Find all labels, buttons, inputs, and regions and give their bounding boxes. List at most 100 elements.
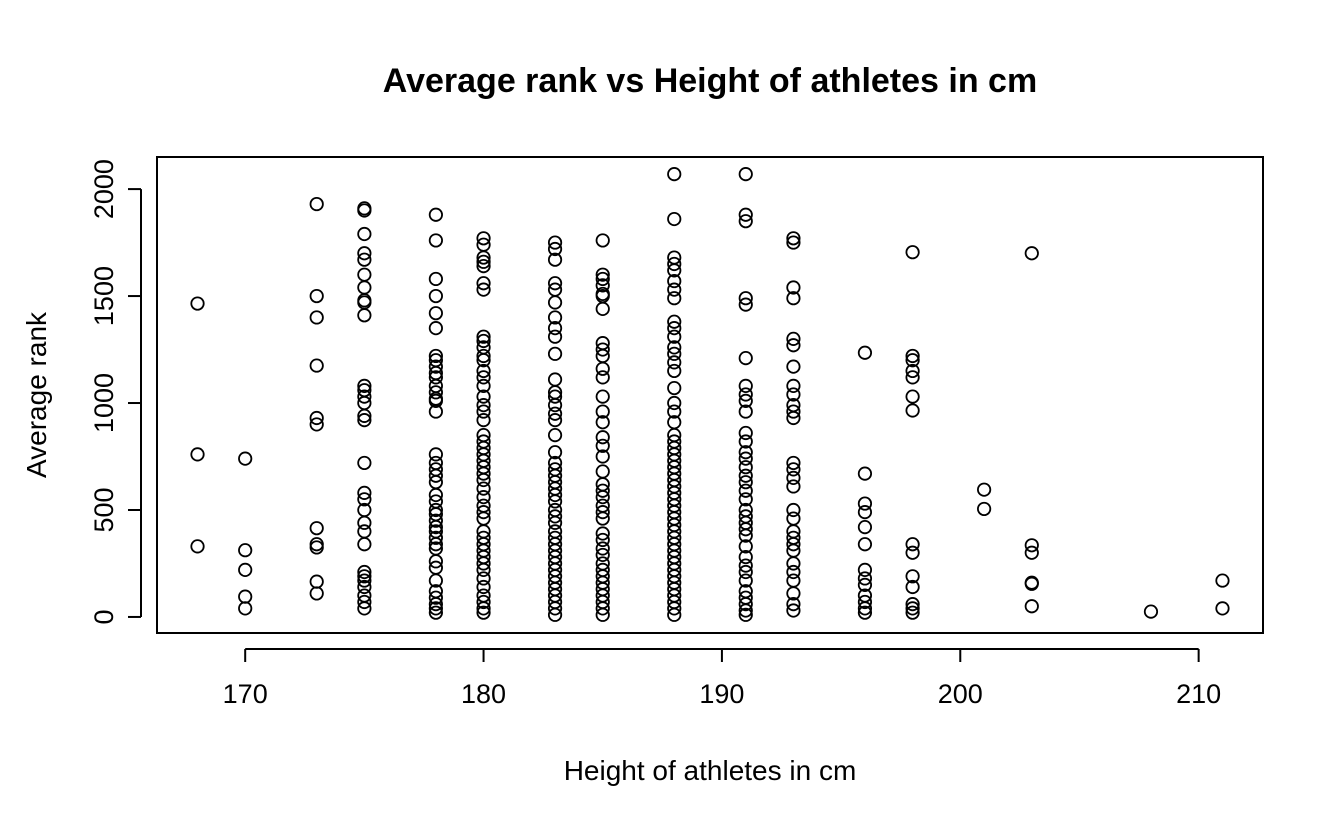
data-point (476, 389, 491, 404)
data-point (428, 573, 443, 588)
data-point (357, 515, 372, 530)
data-point (1024, 599, 1039, 614)
data-point (547, 601, 563, 616)
data-point (547, 276, 563, 291)
data-point (786, 603, 801, 618)
data-point (595, 430, 610, 445)
data-point (857, 571, 873, 586)
data-point (547, 389, 563, 404)
data-point (786, 511, 801, 526)
data-point (905, 370, 920, 385)
data-point (595, 438, 610, 453)
data-point (595, 361, 610, 376)
data-point (905, 545, 920, 560)
data-point (428, 348, 443, 364)
data-point (476, 259, 491, 274)
data-point (738, 291, 753, 306)
y-tick-label: 1500 (89, 266, 119, 326)
data-point (738, 378, 753, 394)
data-point (357, 389, 372, 404)
data-point (595, 404, 610, 419)
data-point (595, 278, 610, 293)
data-point (547, 398, 563, 413)
data-point (1215, 573, 1230, 588)
data-point (547, 346, 563, 361)
data-point (595, 271, 610, 287)
data-point (428, 321, 443, 336)
data-point (786, 502, 801, 518)
data-point (357, 492, 372, 507)
data-point (357, 280, 372, 295)
data-point (905, 597, 920, 612)
data-point (595, 267, 610, 282)
data-point (595, 370, 610, 385)
data-point (786, 387, 801, 402)
data-point (428, 370, 443, 385)
data-point (428, 520, 443, 535)
data-point (428, 487, 443, 503)
data-point (667, 321, 682, 336)
data-point (476, 413, 491, 428)
data-point (786, 479, 801, 494)
data-point (357, 569, 372, 584)
data-point (786, 455, 801, 471)
data-point (595, 464, 610, 479)
data-point (738, 483, 753, 498)
data-point (667, 380, 682, 396)
data-point (595, 547, 610, 563)
data-point (476, 556, 491, 571)
data-point (905, 569, 920, 584)
plot-frame (156, 156, 1264, 634)
data-point (547, 487, 563, 503)
data-point (428, 306, 443, 321)
data-point (667, 355, 682, 370)
data-point (547, 445, 563, 460)
data-point (786, 231, 801, 246)
data-point (786, 556, 801, 571)
data-point (667, 167, 682, 182)
data-points (190, 167, 1230, 622)
data-point (357, 601, 372, 616)
data-point (595, 505, 610, 520)
data-point (786, 291, 801, 306)
data-point (238, 451, 253, 466)
data-point (547, 515, 563, 530)
data-point (428, 605, 443, 620)
data-point (738, 297, 753, 312)
data-point (667, 256, 682, 272)
data-point (738, 393, 753, 408)
data-point (595, 449, 610, 464)
y-tick-label: 0 (89, 609, 119, 624)
data-point (857, 345, 873, 360)
data-point (547, 235, 563, 250)
data-point (595, 342, 610, 357)
y-axis: 0 500 1000 1500 2000 (89, 159, 142, 624)
data-point (857, 520, 873, 535)
data-point (786, 280, 801, 295)
data-point (357, 246, 372, 261)
data-point (738, 445, 753, 460)
y-tick-label: 2000 (89, 159, 119, 219)
data-point (476, 490, 491, 505)
data-point (905, 363, 920, 379)
data-point (786, 537, 801, 552)
data-point (595, 526, 610, 541)
data-point (357, 594, 372, 610)
x-tick-label: 170 (223, 679, 268, 709)
data-point (547, 428, 563, 443)
data-point (357, 413, 372, 428)
data-point (476, 378, 491, 394)
data-point (786, 404, 801, 419)
data-point (547, 494, 563, 509)
data-point (738, 167, 753, 182)
data-point (476, 466, 491, 481)
data-point (357, 537, 372, 552)
y-axis-label: Average rank (21, 311, 52, 478)
data-point (1143, 604, 1159, 619)
data-point (857, 605, 873, 620)
data-point (428, 447, 443, 462)
data-point (667, 273, 682, 289)
data-point (547, 295, 563, 310)
data-point (547, 321, 563, 336)
data-point (190, 539, 205, 554)
